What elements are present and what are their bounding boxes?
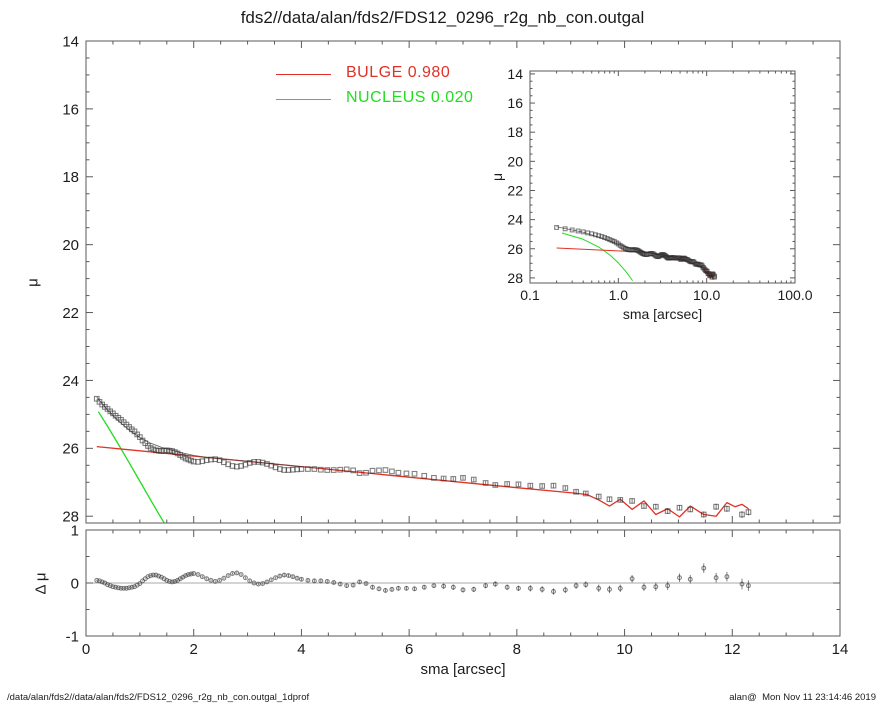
svg-text:28: 28 <box>62 509 79 526</box>
svg-text:2: 2 <box>190 641 198 658</box>
legend-item-bulge: BULGE 0.980 <box>276 64 496 84</box>
svg-text:0: 0 <box>71 575 79 592</box>
svg-text:1.0: 1.0 <box>609 287 629 303</box>
inset-y-axis-label: μ <box>489 172 505 182</box>
inset-x-axis-label: sma [arcsec] <box>622 306 703 322</box>
svg-text:1: 1 <box>71 522 79 539</box>
nucleus-line-swatch <box>276 99 331 100</box>
svg-text:16: 16 <box>62 101 79 118</box>
svg-text:18: 18 <box>62 169 79 186</box>
svg-text:14: 14 <box>507 66 523 82</box>
svg-text:26: 26 <box>507 241 523 257</box>
legend-bulge-label: BULGE 0.980 <box>346 64 451 81</box>
svg-text:8: 8 <box>513 641 521 658</box>
svg-text:0.1: 0.1 <box>520 287 540 303</box>
legend-nucleus-label: NUCLEUS 0.020 <box>346 89 474 106</box>
svg-text:28: 28 <box>507 270 523 286</box>
bulge-line-swatch <box>276 74 331 75</box>
plot-title: fds2//data/alan/fds2/FDS12_0296_r2g_nb_c… <box>240 8 645 27</box>
x-axis-label: sma [arcsec] <box>420 661 506 678</box>
svg-text:-1: -1 <box>66 628 79 645</box>
svg-text:24: 24 <box>507 212 523 228</box>
svg-text:18: 18 <box>507 124 523 140</box>
footer-file-path: /data/alan/fds2//data/alan/fds2/FDS12_02… <box>7 692 310 703</box>
legend-item-nucleus: NUCLEUS 0.020 <box>276 89 516 109</box>
svg-text:14: 14 <box>62 33 79 50</box>
svg-text:26: 26 <box>62 441 79 458</box>
svg-text:20: 20 <box>62 237 79 254</box>
svg-text:22: 22 <box>507 183 523 199</box>
svg-text:20: 20 <box>507 153 523 169</box>
svg-text:12: 12 <box>724 641 741 658</box>
main-y-axis-label: μ <box>24 278 42 287</box>
svg-text:16: 16 <box>507 95 523 111</box>
svg-text:14: 14 <box>832 641 849 658</box>
svg-text:100.0: 100.0 <box>777 287 812 303</box>
svg-text:4: 4 <box>297 641 305 658</box>
svg-text:6: 6 <box>405 641 413 658</box>
svg-text:0: 0 <box>82 641 90 658</box>
svg-text:10.0: 10.0 <box>693 287 720 303</box>
svg-text:24: 24 <box>62 373 79 390</box>
footer-user-timestamp: alan@ Mon Nov 11 23:14:46 2019 <box>729 692 876 703</box>
resid-y-axis-label: Δ μ <box>32 572 50 595</box>
svg-text:10: 10 <box>616 641 633 658</box>
svg-text:22: 22 <box>62 305 79 322</box>
